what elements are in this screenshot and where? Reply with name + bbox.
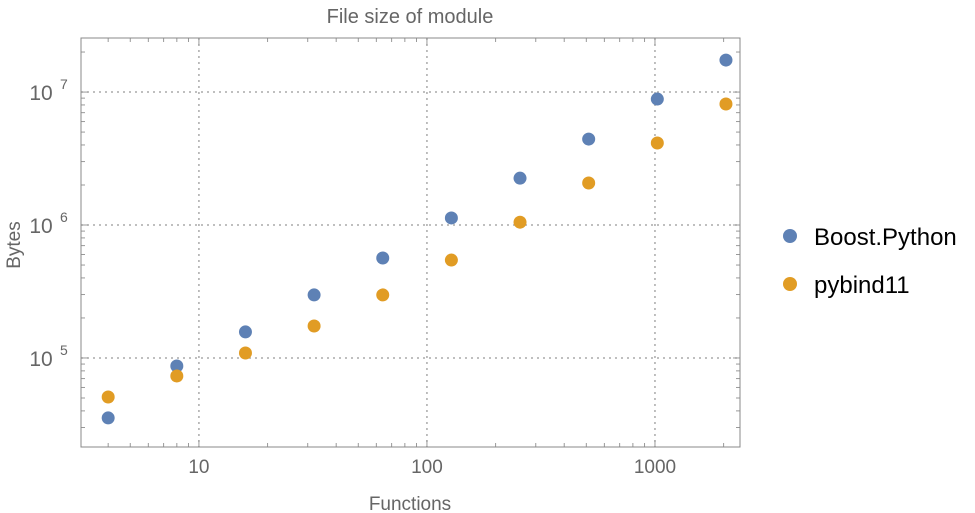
x-axis-label: Functions — [369, 494, 451, 513]
y-tick-label: 10 — [29, 215, 52, 238]
data-point-boost-python — [170, 359, 184, 373]
data-point-boost-python — [719, 53, 733, 67]
data-point-pybind11 — [582, 176, 596, 190]
data-point-pybind11 — [444, 253, 458, 267]
data-point-pybind11 — [170, 369, 184, 383]
chart-title: File size of module — [327, 6, 494, 28]
legend-label: Boost.Python — [814, 224, 957, 251]
data-point-pybind11 — [719, 97, 733, 111]
data-point-pybind11 — [238, 346, 252, 360]
x-tick-label: 10 — [188, 457, 209, 478]
y-tick-exponent: 5 — [60, 342, 68, 358]
data-point-boost-python — [444, 211, 458, 225]
legend-marker — [783, 277, 797, 291]
y-tick-label: 10 — [29, 82, 52, 105]
y-tick-exponent: 7 — [60, 76, 68, 92]
data-point-pybind11 — [513, 215, 527, 229]
data-point-boost-python — [376, 251, 390, 265]
x-tick-label: 100 — [411, 457, 443, 478]
legend-label: pybind11 — [814, 272, 910, 299]
x-tick-label: 1000 — [634, 457, 676, 478]
y-tick-exponent: 6 — [60, 209, 68, 225]
data-point-boost-python — [238, 325, 252, 339]
plot-frame — [80, 37, 741, 448]
legend-marker — [783, 229, 797, 243]
data-point-boost-python — [513, 171, 527, 185]
data-point-boost-python — [307, 288, 321, 302]
data-point-pybind11 — [307, 319, 321, 333]
data-point-pybind11 — [376, 288, 390, 302]
y-tick-label: 10 — [29, 348, 52, 371]
data-point-boost-python — [650, 92, 664, 106]
data-point-pybind11 — [650, 136, 664, 150]
data-point-boost-python — [101, 411, 115, 425]
data-point-boost-python — [582, 132, 596, 146]
data-point-pybind11 — [101, 390, 115, 404]
y-axis-label: Bytes — [4, 221, 25, 269]
